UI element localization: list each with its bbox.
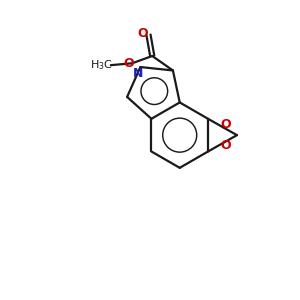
Text: O: O	[123, 57, 134, 70]
Text: O: O	[138, 27, 148, 40]
Text: H$_3$C: H$_3$C	[90, 58, 113, 72]
Text: O: O	[220, 118, 231, 131]
Text: N: N	[133, 67, 143, 80]
Text: O: O	[220, 140, 231, 152]
